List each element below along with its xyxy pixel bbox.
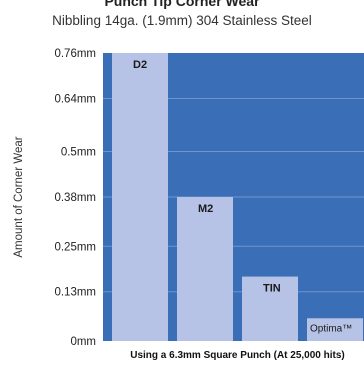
bar-category-label: D2 [133, 59, 147, 71]
y-tick-label: 0.76mm [54, 48, 96, 60]
bar-category-label: M2 [198, 203, 213, 215]
chart-title: Punch Tip Corner Wear [104, 0, 260, 9]
y-axis-label: Amount of Corner Wear [13, 136, 25, 257]
y-tick-label: 0mm [70, 336, 96, 348]
bar [242, 276, 298, 341]
bars: D2 M2 TIN Optima™ [112, 53, 363, 341]
y-axis-ticks: 0mm 0.13mm 0.25mm 0.38mm 0.5mm 0.64mm 0.76mm [54, 48, 96, 348]
bar-category-label: TIN [263, 283, 281, 295]
y-tick-label: 0.5mm [61, 147, 96, 159]
chart-subtitle: Nibbling 14ga. (1.9mm) 304 Stainless Ste… [52, 13, 312, 28]
bar [307, 318, 363, 341]
bar [177, 197, 233, 341]
bar-category-label: Optima™ [310, 323, 352, 334]
x-axis-label: Using a 6.3mm Square Punch (At 25,000 hi… [130, 350, 345, 361]
y-tick-label: 0.25mm [54, 241, 96, 253]
y-tick-label: 0.13mm [54, 287, 96, 299]
bar [112, 53, 168, 341]
y-tick-label: 0.64mm [54, 93, 96, 105]
y-tick-label: 0.38mm [54, 192, 96, 204]
